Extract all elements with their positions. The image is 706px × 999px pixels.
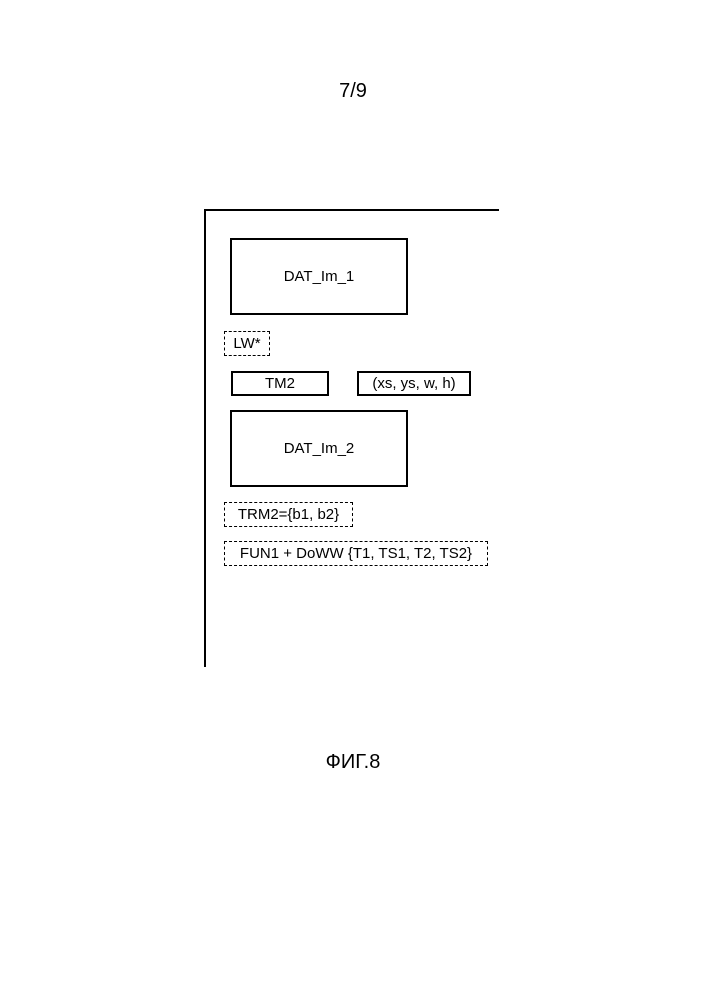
label-coords: (xs, ys, w, h) [372,375,455,392]
figure-caption: ФИГ.8 [326,751,381,774]
page-number: 7/9 [339,80,367,103]
label-fun1: FUN1 + DoWW {T1, TS1, T2, TS2} [240,545,472,562]
box-coords: (xs, ys, w, h) [357,371,471,396]
label-dat-im-2: DAT_Im_2 [284,440,355,457]
box-trm2: TRM2={b1, b2} [224,502,353,527]
label-dat-im-1: DAT_Im_1 [284,268,355,285]
label-lw: LW* [233,335,260,352]
label-tm2: TM2 [265,375,295,392]
box-dat-im-2: DAT_Im_2 [230,410,408,487]
box-dat-im-1: DAT_Im_1 [230,238,408,315]
label-trm2: TRM2={b1, b2} [238,506,339,523]
box-fun1: FUN1 + DoWW {T1, TS1, T2, TS2} [224,541,488,566]
box-tm2: TM2 [231,371,329,396]
box-lw: LW* [224,331,270,356]
diagram-frame: DAT_Im_1 LW* TM2 (xs, ys, w, h) DAT_Im_2… [204,209,499,667]
